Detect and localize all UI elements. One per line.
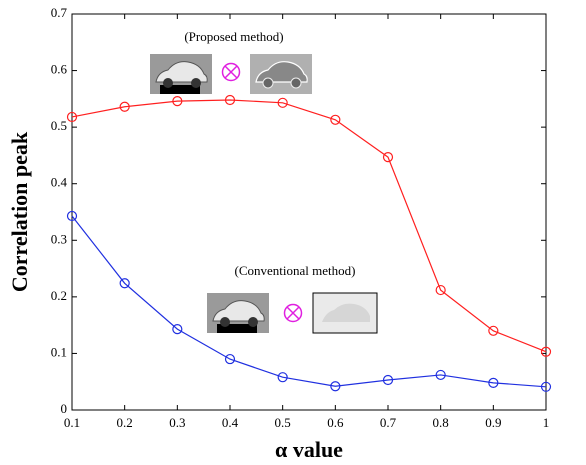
y-tick-label: 0.6 xyxy=(51,62,68,77)
data-point xyxy=(119,278,130,289)
data-point xyxy=(66,111,78,123)
correlation-symbol xyxy=(283,303,303,323)
data-point xyxy=(172,324,183,335)
x-tick-label: 1 xyxy=(543,415,550,430)
series-line xyxy=(71,99,547,353)
data-point xyxy=(488,325,499,336)
car-image xyxy=(150,54,212,94)
correlation-symbol xyxy=(221,62,241,82)
data-point xyxy=(540,381,552,392)
y-tick-label: 0.7 xyxy=(51,5,68,20)
car-edge-image xyxy=(250,54,312,94)
y-tick-label: 0 xyxy=(61,401,68,416)
y-axis-label: Correlation peak xyxy=(7,131,32,292)
data-point xyxy=(330,114,341,125)
x-tick-label: 0.3 xyxy=(169,415,185,430)
x-tick-label: 0.5 xyxy=(275,415,291,430)
data-point xyxy=(66,210,78,222)
data-point xyxy=(224,94,236,106)
x-tick-label: 0.8 xyxy=(433,415,449,430)
x-axis-label: α value xyxy=(275,437,343,462)
data-point xyxy=(382,374,394,386)
data-point xyxy=(224,353,236,365)
y-tick-label: 0.4 xyxy=(51,175,68,190)
y-tick-label: 0.3 xyxy=(51,231,67,246)
x-tick-label: 0.7 xyxy=(380,415,397,430)
y-tick-label: 0.1 xyxy=(51,344,67,359)
series-line xyxy=(71,215,547,388)
annotation: (Conventional method) xyxy=(235,263,356,278)
data-point xyxy=(435,284,446,296)
data-point xyxy=(330,381,341,392)
y-tick-label: 0.2 xyxy=(51,288,67,303)
x-tick-label: 0.2 xyxy=(117,415,133,430)
data-point xyxy=(540,346,552,357)
blurred-car-image xyxy=(312,292,378,334)
car-image xyxy=(207,293,269,333)
x-tick-label: 0.4 xyxy=(222,415,239,430)
data-point xyxy=(382,152,394,163)
data-point xyxy=(277,372,288,383)
x-tick-label: 0.1 xyxy=(64,415,80,430)
data-point xyxy=(172,96,183,107)
x-tick-label: 0.6 xyxy=(327,415,344,430)
data-point xyxy=(277,97,288,108)
data-point xyxy=(435,369,446,381)
y-tick-label: 0.5 xyxy=(51,118,67,133)
data-point xyxy=(119,101,130,112)
annotation: (Proposed method) xyxy=(184,29,283,44)
data-point xyxy=(488,377,499,388)
x-tick-label: 0.9 xyxy=(485,415,501,430)
